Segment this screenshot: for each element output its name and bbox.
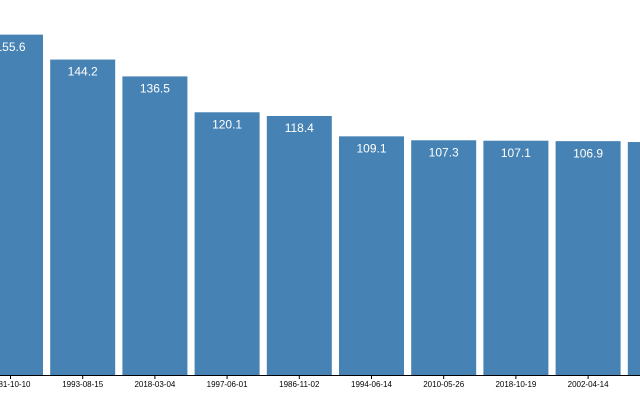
- x-tick-label: 1997-06-01: [207, 380, 248, 389]
- bar: [555, 141, 621, 375]
- value-label: 107.3: [429, 145, 459, 159]
- x-tick-label: 1986-11-02: [279, 380, 320, 389]
- value-label: 144.2: [68, 65, 98, 79]
- bar: [266, 116, 332, 375]
- value-label: 136.5: [140, 82, 170, 96]
- bar: [339, 136, 404, 375]
- value-label: 109.1: [356, 142, 386, 156]
- x-tick-label: 2010-05-26: [423, 380, 464, 389]
- x-tick-label: 1993-08-15: [62, 380, 103, 389]
- bar: [483, 140, 549, 375]
- value-label: 106.9: [573, 146, 603, 160]
- bar: [411, 140, 477, 375]
- x-tick-label: 1994-06-14: [351, 380, 392, 389]
- bar: [122, 76, 188, 375]
- value-label: 118.4: [285, 121, 314, 135]
- value-label: 107.1: [501, 146, 531, 160]
- value-label: 155.6: [0, 40, 26, 54]
- bar: [0, 34, 43, 375]
- bar: [194, 112, 260, 375]
- x-tick-label: 2018-03-04: [134, 380, 175, 389]
- x-tick-label: 2002-04-14: [568, 380, 609, 389]
- value-label: 120.1: [212, 117, 242, 131]
- x-tick-label: 2018-10-19: [495, 380, 536, 389]
- x-tick-label: 81-10-10: [0, 380, 31, 389]
- bar: [50, 59, 116, 375]
- bar: [627, 142, 640, 375]
